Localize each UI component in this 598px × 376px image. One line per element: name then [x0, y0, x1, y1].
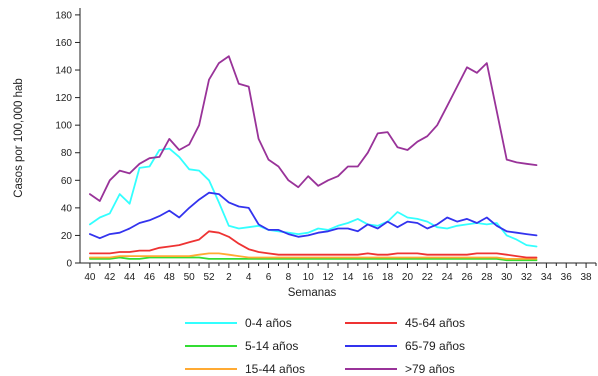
legend-label-3: 45-64 años [405, 316, 465, 330]
x-tick-label: 46 [144, 272, 156, 283]
x-tick-label: 8 [286, 272, 292, 283]
x-tick-label: 24 [442, 272, 454, 283]
series-line-5 [89, 55, 538, 202]
series-line-0 [89, 147, 538, 248]
y-tick-label: 120 [55, 93, 72, 104]
legend-label-5: >79 años [405, 362, 455, 376]
x-tick-label: 36 [561, 272, 573, 283]
y-tick-label: 100 [55, 121, 72, 132]
x-tick-label: 40 [84, 272, 96, 283]
x-tick-label: 12 [323, 272, 335, 283]
x-tick-label: 42 [104, 272, 116, 283]
x-tick-label: 48 [164, 272, 176, 283]
x-tick-label: 18 [382, 272, 394, 283]
legend-label-4: 65-79 años [405, 339, 465, 353]
series-line-4 [89, 191, 538, 240]
series-line-3 [89, 230, 538, 259]
x-tick-label: 38 [581, 272, 593, 283]
y-tick-label: 40 [61, 203, 73, 214]
x-tick-label: 26 [461, 272, 473, 283]
y-tick-label: 0 [66, 259, 72, 270]
series-line-1 [89, 256, 538, 262]
y-tick-label: 140 [55, 66, 72, 77]
x-tick-label: 2 [226, 272, 232, 283]
x-tick-label: 52 [203, 272, 215, 283]
legend-label-2: 15-44 años [245, 362, 305, 376]
x-tick-label: 10 [303, 272, 315, 283]
x-tick-label: 28 [481, 272, 493, 283]
y-tick-label: 80 [61, 148, 73, 159]
y-tick-label: 160 [55, 38, 72, 49]
series-line-2 [89, 252, 538, 260]
legend: 0-4 años 5-14 años 15-44 años 45-64 años 65-… [185, 316, 465, 376]
x-tick-label: 34 [541, 272, 553, 283]
x-tick-label: 22 [422, 272, 434, 283]
y-axis-label: Casos por 100,000 hab [13, 78, 25, 198]
x-tick-label: 30 [501, 272, 513, 283]
legend-label-0: 0-4 años [245, 316, 292, 330]
x-tick-label: 4 [246, 272, 252, 283]
x-tick-label: 50 [184, 272, 196, 283]
x-tick-label: 32 [521, 272, 533, 283]
x-tick-label: 16 [362, 272, 374, 283]
y-tick-label: 180 [55, 10, 72, 21]
x-tick-label: 20 [402, 272, 414, 283]
x-tick-label: 44 [124, 272, 136, 283]
x-tick-label: 14 [342, 272, 354, 283]
y-tick-label: 20 [61, 231, 73, 242]
y-tick-label: 60 [61, 176, 73, 187]
x-tick-label: 6 [266, 272, 272, 283]
x-axis-label: Semanas [288, 287, 337, 299]
legend-label-1: 5-14 años [245, 339, 298, 353]
